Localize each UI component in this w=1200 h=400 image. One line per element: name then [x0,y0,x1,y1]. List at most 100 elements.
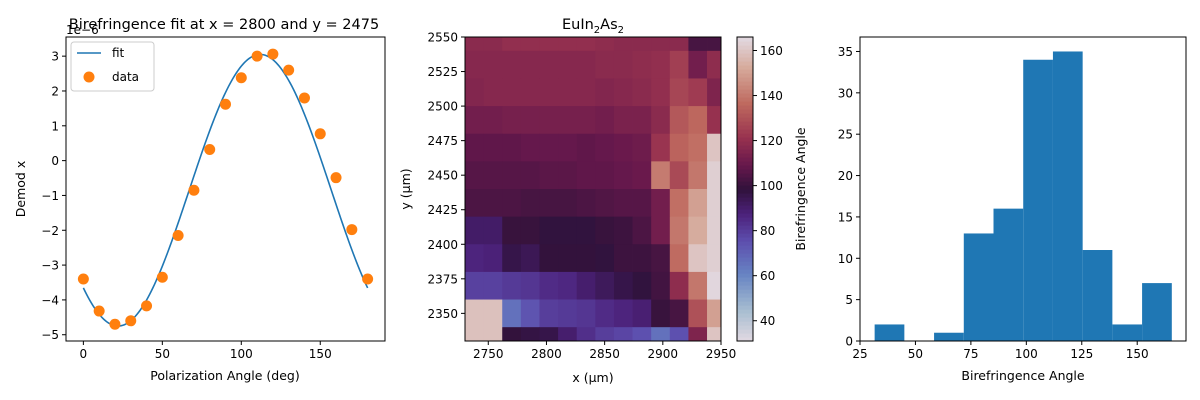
heatmap-cell [502,37,522,52]
heatmap-cell [558,37,578,52]
data-point [172,229,184,241]
heatmap-cell [595,161,615,190]
x-tick-label: 100 [1015,347,1038,361]
heatmap-cell [520,133,540,162]
colorbar-segment [737,93,753,98]
colorbar-segment [737,301,753,306]
heatmap-cell [613,50,633,79]
colorbar-segment [737,313,753,318]
y-tick-label: 2475 [427,134,458,148]
heatmap-cell [502,50,522,79]
colorbar-segment [737,277,753,282]
heatmap-cell [613,189,633,218]
colorbar-segment [737,189,753,194]
y-tick-label: −4 [41,293,59,307]
fit-legend: fit data [70,41,155,92]
colorbar-segment [737,281,753,286]
heatmap-cell [520,37,540,52]
y-tick-label: 0 [845,335,853,349]
heatmap-cell [558,216,578,245]
y-tick-label: 25 [838,128,853,142]
heatmap-cell [520,50,540,79]
fit-panel: Birefringence fit at x = 2800 and y = 24… [13,17,386,383]
y-tick-label: 2375 [427,272,458,286]
heatmap-cell [465,161,485,190]
heatmap-cell [483,271,503,300]
heatmap-cell [465,78,485,107]
heatmap-cell [595,216,615,245]
heatmap-cell [502,106,522,135]
heatmap-y-label: y (μm) [398,168,413,209]
histogram-bar [1082,250,1113,341]
y-tick-label: 2525 [427,65,458,79]
heatmap-cell [483,189,503,218]
colorbar-segment [737,137,753,142]
colorbar-segment [737,141,753,146]
colorbar-segment [737,181,753,186]
colorbar-segment [737,89,753,94]
heatmap-cell [707,299,722,328]
histogram-axes-frame [859,36,1187,342]
colorbar-segment [737,289,753,294]
colorbar-segment [737,61,753,66]
colorbar-segment [737,85,753,90]
fit-y-label: Demod x [13,161,28,217]
y-tick-label: 1 [51,119,59,133]
heatmap-cell [613,327,633,342]
data-point [204,143,216,155]
heatmap-cell [595,189,615,218]
heatmap-cell [651,271,671,300]
heatmap-cell [595,50,615,79]
heatmap-cell [707,50,722,79]
y-tick-label: 15 [838,210,853,224]
x-tick-label: 150 [309,347,332,361]
heatmap-cell [595,244,615,273]
colorbar-segment [737,97,753,102]
heatmap-cell [613,133,633,162]
heatmap-cell [613,244,633,273]
heatmap-cell [502,299,522,328]
y-tick-label: 10 [838,252,853,266]
heatmap-cell [558,299,578,328]
data-point [314,128,326,140]
heatmap-cell [688,50,708,79]
colorbar-segment [737,77,753,82]
heatmap-cell [539,244,559,273]
fit-x-label: Polarization Angle (deg) [150,368,299,383]
heatmap-cell [539,50,559,79]
heatmap-cell [539,37,559,52]
heatmap-cell [669,161,689,190]
heatmap-cell [558,244,578,273]
colorbar-segment [737,221,753,226]
heatmap-cell [688,161,708,190]
histogram-bar [1052,51,1083,341]
heatmap-cell [576,216,596,245]
colorbar-segment [737,193,753,198]
heatmap-cell [558,189,578,218]
heatmap-cell [483,216,503,245]
x-tick-label: 2900 [648,347,679,361]
heatmap-cell [651,189,671,218]
y-tick-label: 20 [838,169,853,183]
heatmap-cell [632,161,652,190]
heatmap-cell [632,299,652,328]
heatmap-cell [483,50,503,79]
heatmap-cell [613,299,633,328]
x-tick-label: 125 [1070,347,1093,361]
heatmap-panel: EuIn2As2 2750 2800 2850 2900 2950 2350 2375 240… [398,17,808,385]
colorbar-segment [737,325,753,330]
colorbar-segment [737,81,753,86]
colorbar-segment [737,217,753,222]
y-tick-label: 2425 [427,203,458,217]
heatmap-cell [558,161,578,190]
heatmap-cell [520,161,540,190]
colorbar-segment [737,101,753,106]
colorbar-segment [737,225,753,230]
colorbar-segment [737,45,753,50]
heatmap-cell [595,78,615,107]
colorbar-segment [737,209,753,214]
heatmap-cell [632,78,652,107]
heatmap-cell [576,299,596,328]
heatmap-cell [576,327,596,342]
